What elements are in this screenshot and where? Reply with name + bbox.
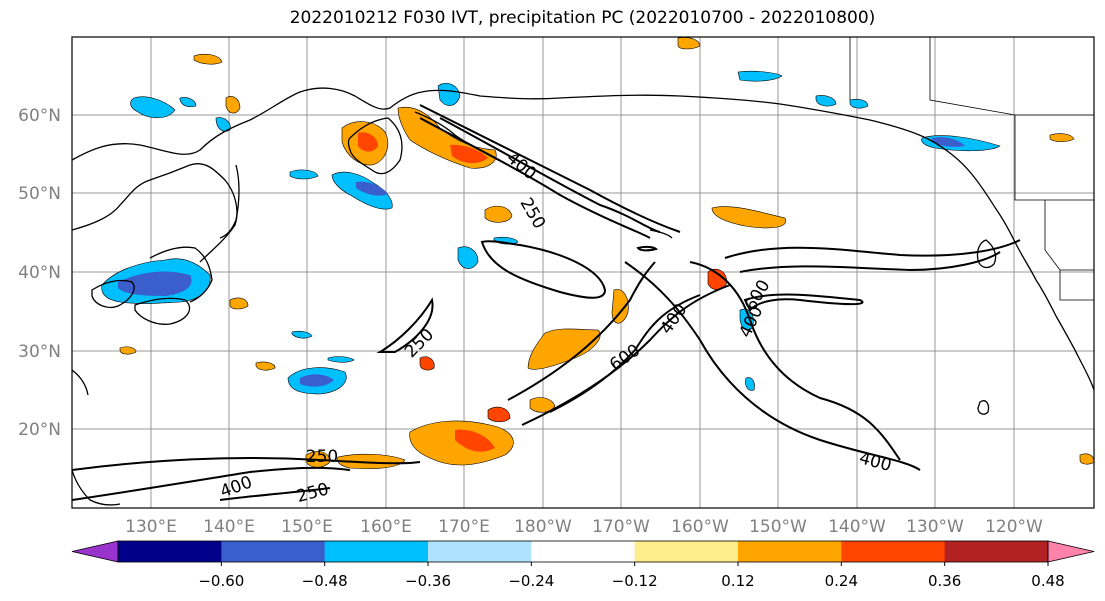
coastlines: [72, 87, 1094, 506]
lon-label-130e: 130°E: [125, 517, 177, 537]
lon-label-180w: 180°W: [514, 517, 572, 537]
lon-label-170e: 170°E: [438, 517, 490, 537]
colorbar-tick-label: −0.48: [302, 572, 348, 590]
colorbar-swatch: [634, 541, 739, 562]
colorbar-outline: [117, 540, 1049, 563]
colorbar-tick-label: −0.24: [508, 572, 554, 590]
colorbar-tick-label: 0.48: [1031, 572, 1064, 590]
lat-label-60n: 60°N: [18, 106, 61, 126]
lon-label-130w: 130°W: [906, 517, 964, 537]
lon-label-160e: 160°E: [360, 517, 412, 537]
colorbar-tick-label: 0.36: [928, 572, 961, 590]
precip-negative-patches: [101, 70, 1001, 395]
map-frame: [71, 36, 1095, 509]
colorbar-swatch: [531, 541, 636, 562]
lon-label-150e: 150°E: [281, 517, 333, 537]
contour-label: 250: [306, 447, 338, 467]
colorbar-tick-label: −0.12: [612, 572, 658, 590]
lon-label-150w: 150°W: [749, 517, 807, 537]
colorbar-swatch: [118, 541, 222, 562]
colorbar-tick-label: −0.36: [405, 572, 451, 590]
colorbar-swatch: [944, 541, 1049, 562]
colorbar-swatch: [841, 541, 946, 562]
country-borders: [849, 37, 1094, 301]
lon-label-140w: 140°W: [828, 517, 886, 537]
lon-label-140e: 140°E: [203, 517, 255, 537]
colorbar-swatch: [738, 541, 842, 562]
lat-label-30n: 30°N: [18, 342, 61, 362]
lon-label-160w: 160°W: [671, 517, 729, 537]
lat-label-50n: 50°N: [18, 184, 61, 204]
colorbar-swatch: [221, 541, 326, 562]
colorbar-swatch: [428, 541, 532, 562]
map-title: 2022010212 F030 IVT, precipitation PC (2…: [289, 8, 876, 28]
colorbar: −0.60 −0.48 −0.36 −0.24 −0.12 0.12 0.24 0.36 0.4…: [71, 540, 1095, 590]
colorbar-swatch: [324, 541, 429, 562]
lat-label-20n: 20°N: [18, 420, 61, 440]
colorbar-extend-low: [71, 540, 119, 563]
lat-label-40n: 40°N: [18, 263, 61, 283]
colorbar-tick-label: 0.24: [825, 572, 858, 590]
ivt-contours: [72, 104, 1021, 501]
precip-positive-patches: [119, 37, 1094, 470]
colorbar-tick-label: −0.60: [198, 572, 244, 590]
colorbar-extend-high: [1047, 540, 1095, 563]
lon-label-170w: 170°W: [592, 517, 650, 537]
lon-label-120w: 120°W: [985, 517, 1043, 537]
colorbar-tick-label: 0.12: [721, 572, 754, 590]
